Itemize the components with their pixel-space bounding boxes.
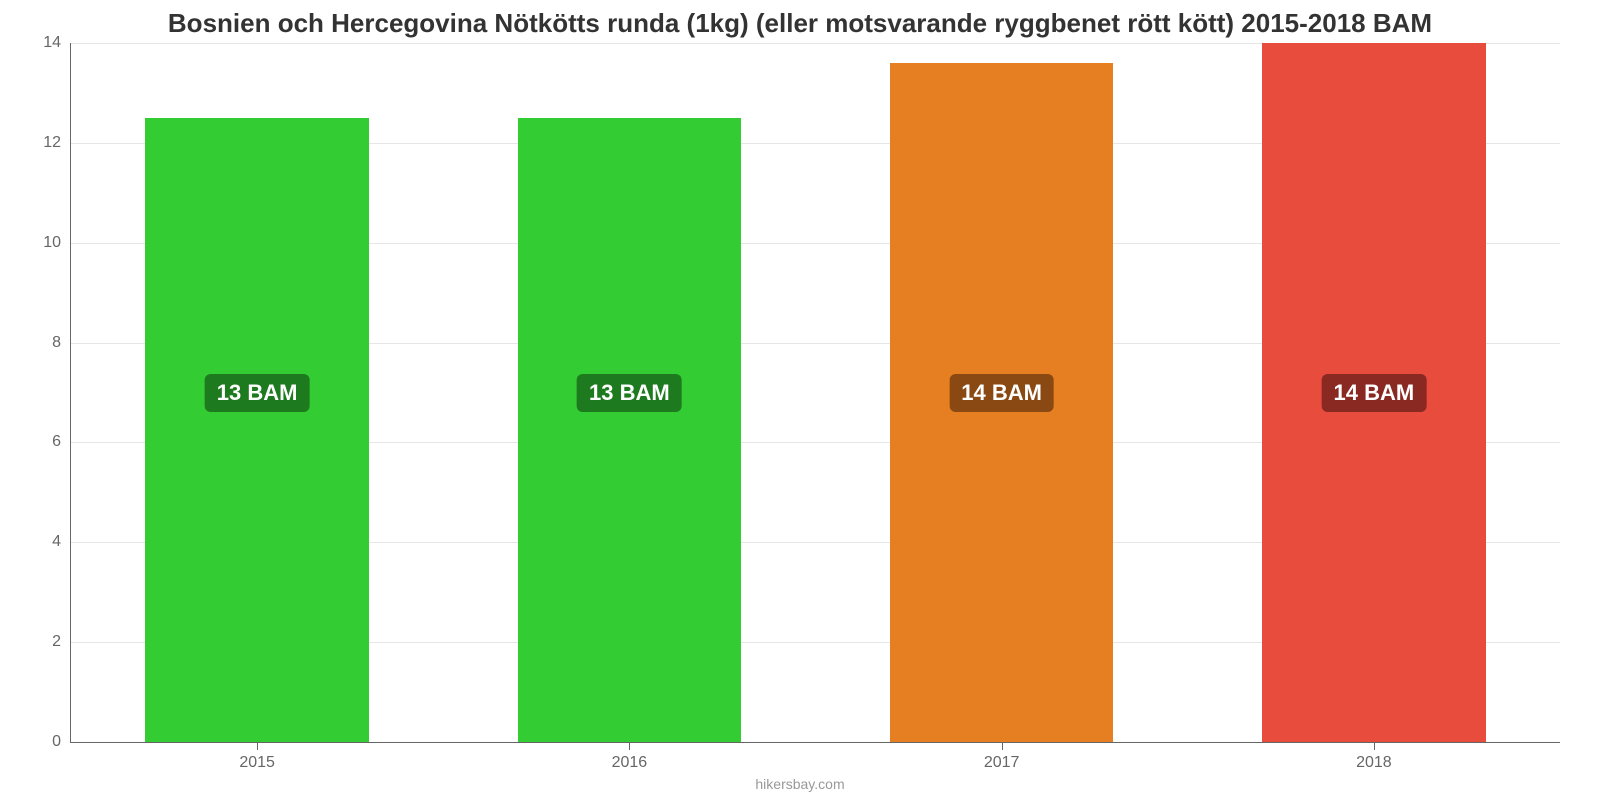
bar-value-label: 13 BAM bbox=[577, 374, 682, 412]
chart-container: Bosnien och Hercegovina Nötkötts runda (… bbox=[20, 0, 1580, 800]
y-tick-label: 14 bbox=[43, 34, 71, 52]
bar-value-label: 13 BAM bbox=[205, 374, 310, 412]
plot-area: 02468101214201513 BAM201613 BAM201714 BA… bbox=[70, 43, 1560, 743]
x-tick-label: 2016 bbox=[612, 754, 648, 772]
x-tick bbox=[1002, 742, 1003, 750]
x-tick-label: 2015 bbox=[239, 754, 275, 772]
chart-title: Bosnien och Hercegovina Nötkötts runda (… bbox=[20, 0, 1580, 43]
y-tick-label: 12 bbox=[43, 134, 71, 152]
y-tick-label: 2 bbox=[52, 633, 71, 651]
y-tick-label: 6 bbox=[52, 433, 71, 451]
y-tick-label: 4 bbox=[52, 533, 71, 551]
bar-value-label: 14 BAM bbox=[949, 374, 1054, 412]
attribution-text: hikersbay.com bbox=[20, 776, 1580, 792]
x-tick bbox=[1374, 742, 1375, 750]
y-tick-label: 0 bbox=[52, 733, 71, 751]
x-tick bbox=[629, 742, 630, 750]
x-tick bbox=[257, 742, 258, 750]
bar bbox=[518, 118, 741, 742]
x-tick-label: 2018 bbox=[1356, 754, 1392, 772]
y-tick-label: 10 bbox=[43, 234, 71, 252]
bar-value-label: 14 BAM bbox=[1322, 374, 1427, 412]
x-tick-label: 2017 bbox=[984, 754, 1020, 772]
bar bbox=[145, 118, 368, 742]
y-tick-label: 8 bbox=[52, 334, 71, 352]
